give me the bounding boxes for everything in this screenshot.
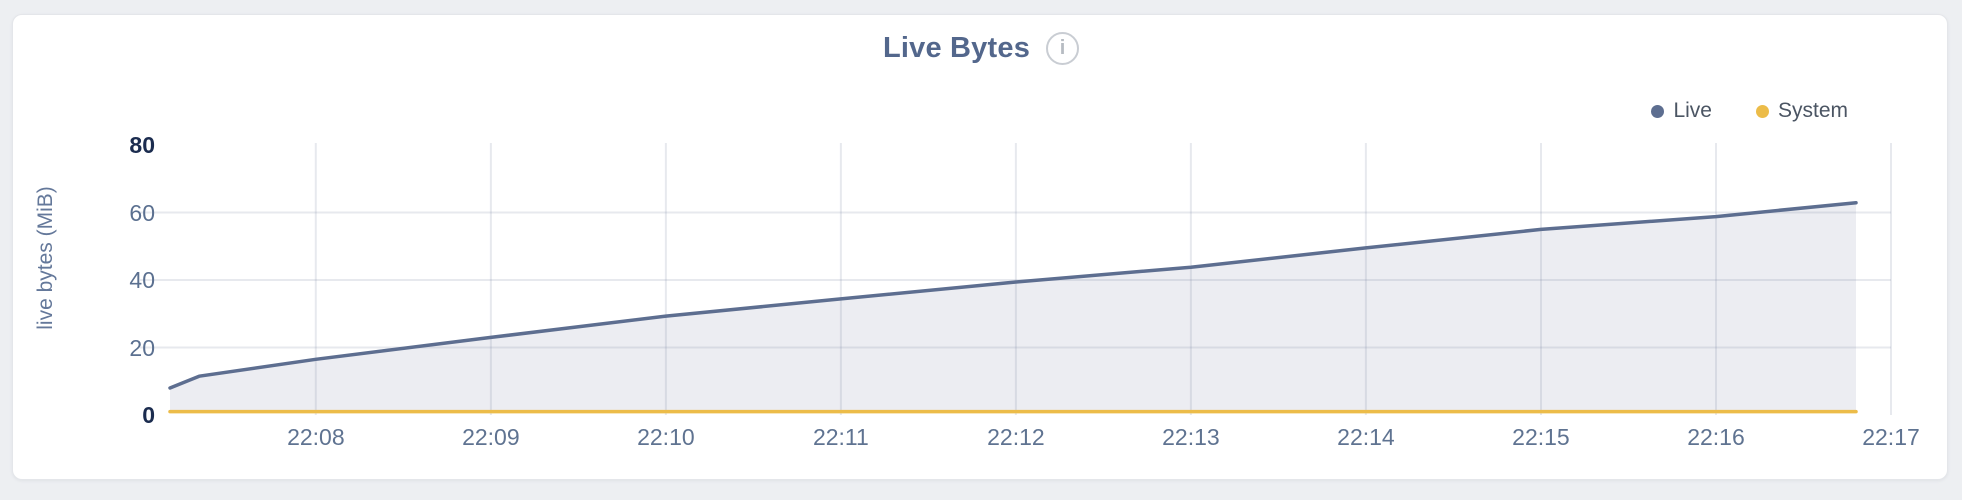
legend-label: Live <box>1673 99 1712 122</box>
x-tick-label: 22:16 <box>1687 424 1745 450</box>
x-tick-label: 22:11 <box>812 424 869 450</box>
x-tick-label: 22:12 <box>987 424 1045 450</box>
live-series-line <box>168 200 1858 390</box>
x-tick-label: 22:08 <box>287 424 345 450</box>
legend-item-live[interactable]: Live <box>1651 99 1712 123</box>
x-tick-label: 22:15 <box>1512 424 1570 450</box>
y-tick-label: 40 <box>129 267 155 293</box>
x-tick-label: 22:10 <box>637 424 695 450</box>
live-area-fill <box>170 202 1856 413</box>
chart-title: Live Bytes <box>882 32 1031 64</box>
x-tick-label: 22:13 <box>1162 424 1220 450</box>
y-tick-label: 0 <box>142 402 155 428</box>
x-tick-label: 22:17 <box>1862 424 1920 450</box>
chart-header: Live Bytes i <box>0 32 1962 65</box>
legend-item-system[interactable]: System <box>1755 99 1848 123</box>
info-icon[interactable]: i <box>1046 32 1080 65</box>
chart-legend: Live System <box>1651 99 1848 123</box>
y-axis-title: live bytes (MiB) <box>34 186 57 330</box>
system-series-dot-icon <box>1755 104 1769 118</box>
y-tick-label: 80 <box>129 132 155 158</box>
legend-label: System <box>1777 99 1848 122</box>
live-series-dot-icon <box>1651 104 1665 118</box>
y-tick-label: 60 <box>129 199 155 226</box>
x-tick-label: 22:14 <box>1337 424 1395 450</box>
y-tick-label: 20 <box>129 334 155 361</box>
x-tick-label: 22:09 <box>462 424 520 450</box>
